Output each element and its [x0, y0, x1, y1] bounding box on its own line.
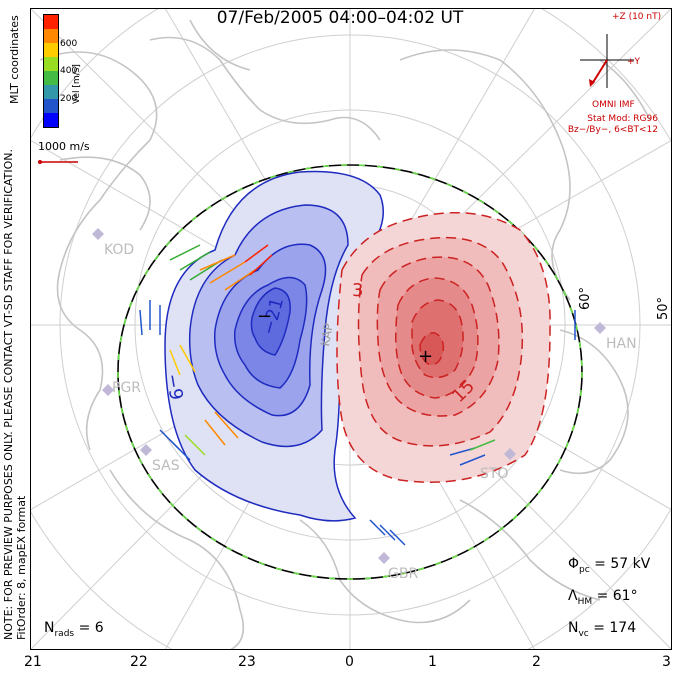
colorbar-segment [44, 113, 58, 127]
colorbar [43, 14, 59, 128]
imf-source: OMNI IMF [592, 100, 635, 110]
mlt-tick: 3 [662, 654, 671, 670]
radar-label-kod: KOD [104, 242, 135, 258]
radar-label-sas: SAS [152, 458, 180, 474]
mlt-tick: 23 [238, 654, 256, 670]
radar-label-gbr: GBR [388, 566, 419, 582]
imf-y-label: +Y [627, 57, 641, 67]
stat-model-name: Stat Mod: RG96 [587, 114, 658, 124]
colorbar-segment [44, 85, 58, 99]
hm-boundary [117, 164, 583, 580]
phi-pc-value: = 57 kV [594, 556, 651, 572]
fit-order-line: FitOrder: 8, mapEX format [15, 495, 28, 640]
plot-frame [30, 8, 672, 650]
radar-label-sto: STO [480, 466, 509, 482]
mlt-tick: 0 [345, 654, 354, 670]
radar-label-pgr: PGR [112, 380, 142, 396]
imf-z-label: +Z (10 nT) [612, 12, 662, 22]
latitude-label: 50° [656, 296, 671, 320]
vector-count: Nvc = 174 [568, 620, 637, 639]
radar-count: Nrads = 6 [44, 620, 104, 639]
colorbar-segment [44, 99, 58, 113]
colorbar-segment [44, 15, 58, 29]
radar-label-han: HAN [606, 336, 637, 352]
coordinate-label: MLT coordinates [8, 15, 21, 104]
mlt-tick: 21 [24, 654, 42, 670]
colorbar-segment [44, 43, 58, 57]
colorbar-segment [44, 57, 58, 71]
n-rads-value: = 6 [78, 620, 104, 636]
scale-vector [38, 160, 78, 164]
colorbar-tick: 600 [60, 39, 78, 49]
stat-model-bin: Bz−/By−, 6<BT<12 [567, 125, 658, 135]
imf-clock [580, 34, 634, 88]
colorbar-segment [44, 71, 58, 85]
mlt-tick: 2 [532, 654, 541, 670]
lambda-hm-value: = 61° [596, 588, 638, 604]
n-vc-value: = 174 [593, 620, 637, 636]
stat-model: Stat Mod: RG96 Bz−/By−, 6<BT<12 [568, 114, 658, 136]
preview-note: NOTE: FOR PREVIEW PURPOSES ONLY. PLEASE … [2, 149, 28, 640]
colorbar-tick: 200 [60, 94, 78, 104]
colorbar-segments [44, 15, 58, 127]
mlt-tick: 22 [130, 654, 148, 670]
colorbar-segment [44, 29, 58, 43]
preview-note-line: NOTE: FOR PREVIEW PURPOSES ONLY. PLEASE … [2, 148, 15, 640]
mlt-tick: 1 [428, 654, 437, 670]
colorbar-label: Vel [m/s] [72, 64, 82, 104]
contour-label: 3 [352, 280, 364, 301]
contour-label: −9 [161, 372, 187, 402]
hm-boundary-latitude: ΛHM = 61° [568, 588, 638, 607]
scale-vector-label: 1000 m/s [38, 140, 90, 153]
cross-polar-potential: Φpc = 57 kV [568, 556, 651, 575]
colorbar-tick: 400 [60, 66, 78, 76]
positive-potential-cell [336, 211, 551, 483]
velocity-vectors [139, 244, 576, 546]
radar-markers [92, 228, 606, 564]
plot-title: 07/Feb/2005 04:00–04:02 UT [216, 8, 464, 28]
potential-maximum-marker: + [418, 346, 434, 367]
latitude-label: 60° [578, 286, 593, 310]
potential-minimum-marker: − [257, 306, 273, 327]
